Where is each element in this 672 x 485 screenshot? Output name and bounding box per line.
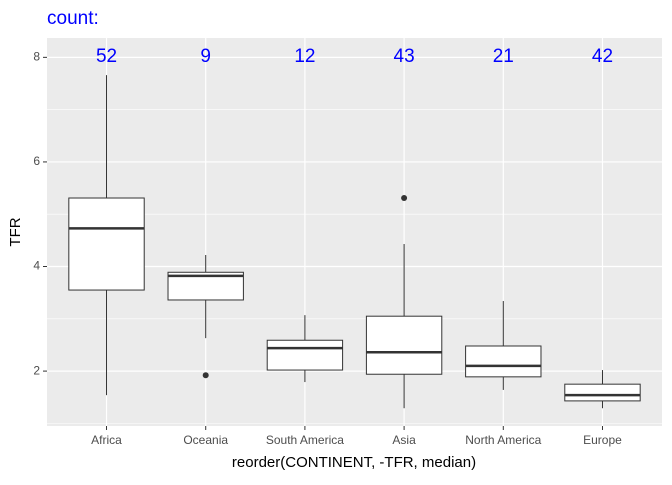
count-label: 9 (200, 46, 211, 67)
x-tick-label: Africa (91, 433, 122, 447)
x-tick-label: North America (465, 433, 541, 447)
y-tick-label: 8 (33, 50, 40, 64)
y-tick-label: 4 (33, 259, 40, 273)
y-tick-label: 2 (33, 363, 40, 377)
x-tick-label: South America (266, 433, 344, 447)
count-label: 42 (592, 46, 613, 67)
box (564, 383, 641, 402)
chart-title: count: (47, 8, 99, 29)
x-tick-label: Europe (583, 433, 622, 447)
panel (47, 38, 662, 426)
box (365, 315, 443, 375)
x-axis-label: reorder(CONTINENT, -TFR, median) (232, 454, 476, 471)
x-tick-label: Asia (392, 433, 416, 447)
count-label: 21 (493, 46, 514, 67)
y-tick-label: 6 (33, 154, 40, 168)
box (266, 339, 344, 371)
box (68, 197, 145, 291)
outlier (202, 372, 209, 379)
x-tick-label: Oceania (183, 433, 228, 447)
outlier (401, 195, 408, 202)
count-label: 43 (394, 46, 415, 67)
y-axis-label: TFR (7, 217, 24, 246)
count-label: 12 (294, 46, 315, 67)
box (465, 345, 542, 378)
count-label: 52 (96, 46, 117, 67)
